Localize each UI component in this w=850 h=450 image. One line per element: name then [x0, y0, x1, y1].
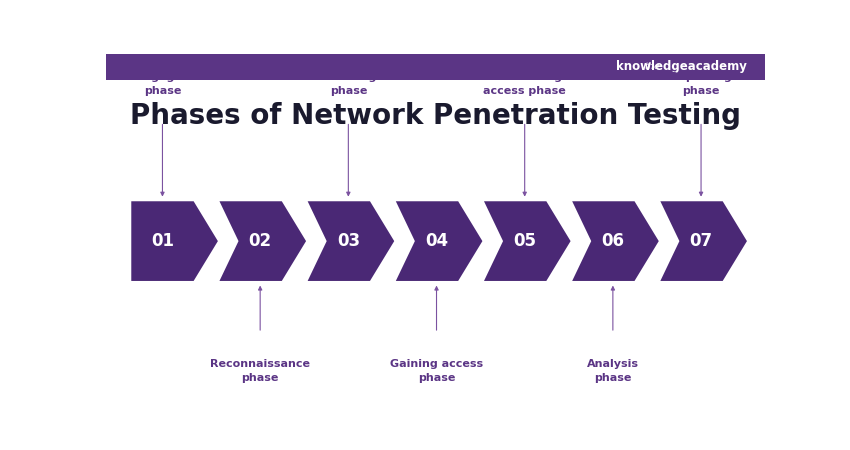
Polygon shape: [660, 201, 747, 281]
Text: Pre-engagement
phase: Pre-engagement phase: [110, 72, 214, 95]
Text: Reporting
phase: Reporting phase: [670, 72, 732, 95]
Text: knowledgeacademy: knowledgeacademy: [615, 60, 746, 73]
Polygon shape: [131, 201, 218, 281]
Text: 05: 05: [513, 232, 536, 250]
FancyBboxPatch shape: [106, 54, 765, 80]
Text: Reconnaissance
phase: Reconnaissance phase: [210, 359, 310, 383]
Text: Gaining access
phase: Gaining access phase: [390, 359, 483, 383]
Text: 04: 04: [425, 232, 448, 250]
Text: Analysis
phase: Analysis phase: [586, 359, 639, 383]
Text: 02: 02: [248, 232, 272, 250]
Text: Maintaining
access phase: Maintaining access phase: [484, 72, 566, 95]
Polygon shape: [572, 201, 659, 281]
Text: the: the: [644, 63, 660, 72]
Text: Phases of Network Penetration Testing: Phases of Network Penetration Testing: [130, 102, 741, 130]
Text: 01: 01: [151, 232, 174, 250]
Polygon shape: [308, 201, 394, 281]
Text: 03: 03: [337, 232, 360, 250]
Polygon shape: [396, 201, 483, 281]
Polygon shape: [484, 201, 570, 281]
Text: Scanning
phase: Scanning phase: [320, 72, 377, 95]
Polygon shape: [219, 201, 306, 281]
Text: 06: 06: [601, 232, 625, 250]
Text: 07: 07: [689, 232, 712, 250]
